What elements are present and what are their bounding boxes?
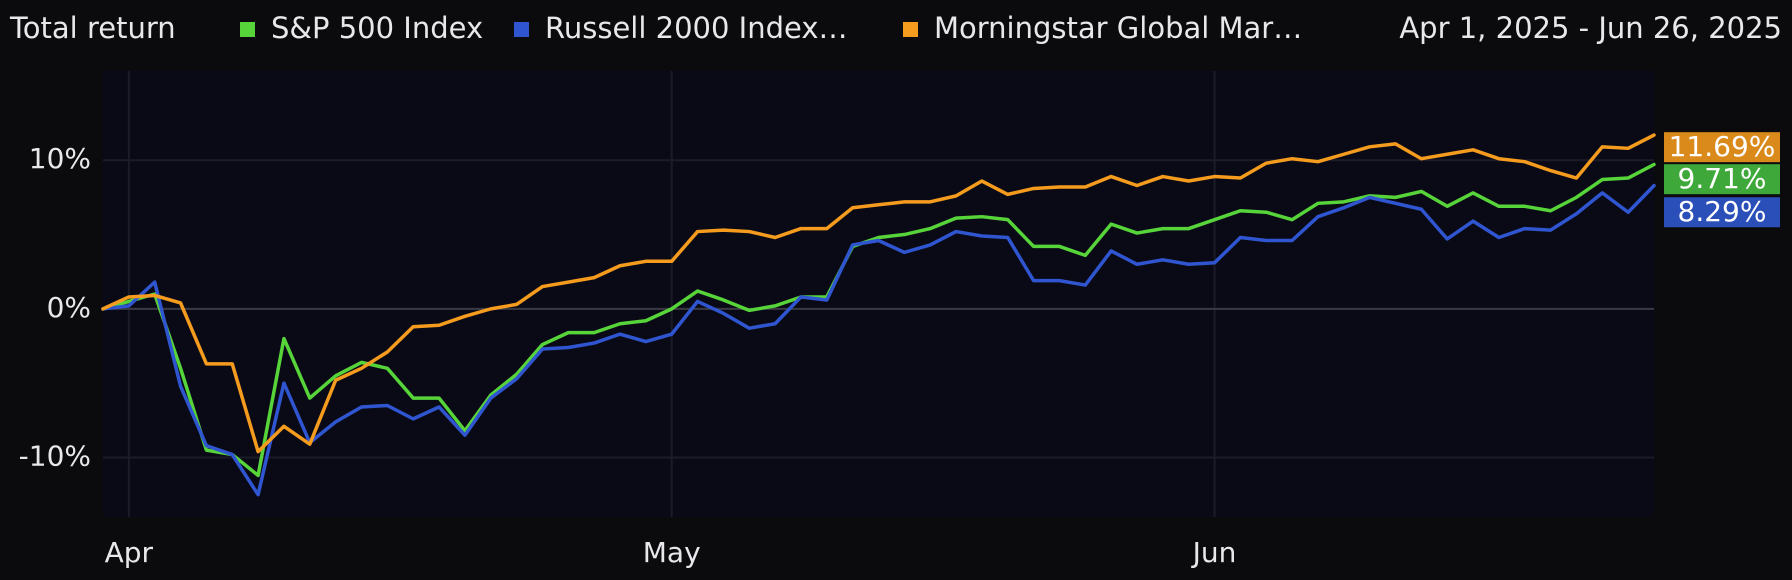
date-range: Apr 1, 2025 - Jun 26, 2025 — [1399, 11, 1782, 45]
x-tick-label: Apr — [105, 536, 154, 569]
value-label-box — [1664, 132, 1780, 163]
value-label-box — [1664, 197, 1780, 228]
chart-title: Total return — [9, 11, 176, 45]
y-tick-label: -10% — [19, 440, 91, 473]
x-tick-label: May — [643, 536, 701, 569]
y-tick-label: 0% — [47, 291, 91, 324]
value-label: 8.29% — [1678, 195, 1767, 228]
x-tick-label: Jun — [1191, 536, 1237, 569]
legend-swatch — [514, 22, 529, 37]
series-line — [101, 162, 1656, 478]
plot-area — [103, 71, 1654, 517]
y-tick-label: 10% — [29, 142, 91, 175]
legend-swatch — [240, 22, 255, 37]
value-label: 9.71% — [1678, 162, 1767, 195]
series-line — [101, 183, 1656, 497]
legend-label: S&P 500 Index — [271, 11, 483, 45]
series-line — [101, 133, 1656, 454]
value-label-box — [1664, 164, 1780, 195]
legend-label: Morningstar Global Mar… — [934, 11, 1302, 45]
legend-label: Russell 2000 Index… — [545, 11, 847, 45]
value-label: 11.69% — [1669, 130, 1776, 163]
legend-swatch — [903, 22, 918, 37]
